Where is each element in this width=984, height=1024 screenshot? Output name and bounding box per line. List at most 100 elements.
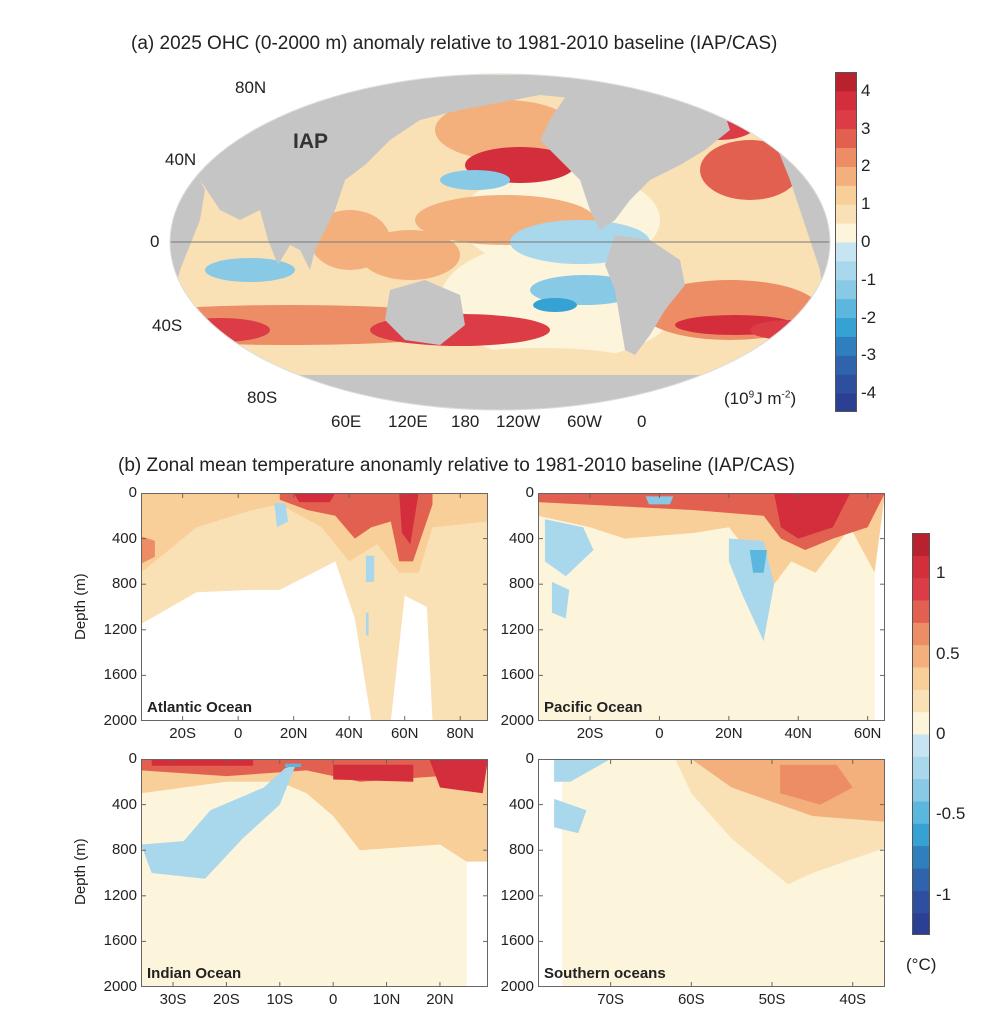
anomaly-contour (274, 503, 289, 528)
colorbar-segment (912, 756, 930, 780)
ohc-anomaly-region (533, 298, 577, 312)
colorbar-segment (912, 622, 930, 646)
colorbar-segment (835, 279, 857, 300)
anomaly-contour (551, 581, 570, 619)
colorbar-segment (912, 667, 930, 690)
x-tick-label: 10S (266, 991, 294, 1008)
ohc-map (169, 73, 831, 411)
ohc-anomaly-region (435, 100, 575, 160)
y-tick-label: 1600 (500, 932, 534, 950)
anomaly-contour (141, 536, 155, 564)
y-tick-label: 400 (508, 529, 534, 547)
plot-frame (538, 759, 885, 987)
temperature-colorbar-unit: (°C) (906, 955, 937, 974)
subplot-title: Southern oceans (544, 965, 666, 982)
y-tick-label: 800 (111, 575, 137, 593)
plot-frame (538, 493, 885, 721)
colorbar-segment (912, 711, 930, 735)
x-tick-label: 80N (446, 725, 474, 742)
y-tick-label: 2000 (103, 978, 137, 995)
x-tick-label: 60N (853, 725, 882, 742)
anomaly-contour (333, 764, 414, 782)
y-tick-label: 800 (111, 841, 137, 859)
colorbar-segment (835, 336, 857, 356)
lat-tick: 40S (152, 316, 183, 335)
colorbar-segment (835, 128, 857, 149)
colorbar-tick-label: -1 (936, 884, 952, 904)
lat-tick: 0 (150, 232, 160, 251)
colorbar-segment (835, 90, 857, 111)
x-tick-label: 0 (329, 991, 338, 1008)
plot-frame (141, 759, 488, 987)
depth-axis-label: Depth (m) (72, 838, 89, 905)
x-tick-label: 60S (677, 991, 705, 1008)
colorbar-tick-label: -3 (861, 345, 877, 365)
panel-a-title: (a) 2025 OHC (0-2000 m) anomaly relative… (131, 33, 778, 54)
x-tick-label: 20S (169, 725, 196, 742)
anomaly-contour (285, 763, 302, 767)
depth-axis-label: Depth (m) (72, 573, 89, 640)
ohc-anomaly-region (205, 258, 295, 282)
x-tick-label: 20N (426, 991, 454, 1008)
colorbar-tick-label: 3 (861, 118, 871, 138)
y-tick-label: 800 (508, 575, 534, 593)
colorbar-segment (835, 109, 857, 130)
anomaly-contour (774, 493, 851, 539)
colorbar-segment (912, 689, 930, 713)
subplot-southern (538, 759, 885, 987)
colorbar-segment (835, 298, 857, 319)
colorbar-segment (835, 260, 857, 281)
colorbar-segment (912, 577, 930, 601)
x-tick-label: 60N (390, 725, 419, 742)
colorbar-tick-label: -1 (861, 269, 877, 289)
anomaly-contour (279, 493, 433, 562)
anomaly-contour (780, 764, 853, 805)
panel-b-title: (b) Zonal mean temperature anonamly rela… (118, 455, 795, 476)
map-outline (169, 73, 831, 411)
colorbar-tick-label: 0.5 (936, 643, 960, 663)
y-tick-label: 0 (128, 484, 137, 501)
colorbar-segment (912, 644, 930, 668)
y-tick-label: 2000 (103, 712, 137, 729)
colorbar-segment (835, 355, 857, 375)
anomaly-contour (544, 519, 594, 577)
land-eurasia (170, 75, 720, 270)
colorbar-segment (835, 147, 857, 167)
anomaly-contour (749, 550, 767, 573)
colorbar-segment (912, 801, 930, 824)
x-tick-label: 20S (576, 725, 604, 742)
y-tick-label: 2000 (500, 712, 534, 729)
x-tick-label: 30S (159, 991, 187, 1008)
x-tick-label: 0 (233, 725, 243, 742)
colorbar-tick-label: 0 (936, 724, 946, 743)
subplot-title: Pacific Ocean (544, 699, 643, 716)
x-tick-label: 20S (213, 991, 240, 1008)
anomaly-contour (554, 798, 587, 834)
map-colorbar (835, 72, 857, 412)
lon-tick: 0 (637, 412, 647, 431)
colorbar-segment (912, 912, 930, 935)
map-colorbar-unit: (109J m-2) (724, 389, 797, 408)
y-tick-label: 1200 (500, 620, 534, 638)
colorbar-segment (835, 166, 857, 186)
anomaly-contour (399, 493, 419, 545)
y-tick-label: 1600 (103, 666, 137, 684)
y-tick-label: 800 (508, 841, 534, 859)
subplot-pacific (538, 493, 885, 721)
x-tick-label: 50S (758, 991, 786, 1008)
colorbar-tick-label: -2 (861, 307, 877, 327)
lon-tick: 120W (496, 412, 541, 431)
anomaly-contour (141, 764, 296, 879)
y-tick-label: 0 (525, 484, 534, 501)
y-tick-label: 1200 (500, 886, 534, 904)
y-tick-label: 400 (111, 529, 137, 547)
x-tick-label: 70S (597, 991, 624, 1008)
ohc-anomaly-region (440, 170, 510, 190)
anomaly-contour (365, 555, 375, 582)
colorbar-tick-label: -4 (861, 383, 877, 403)
x-tick-label: 40N (335, 725, 363, 742)
colorbar-segment (835, 223, 857, 243)
x-tick-label: 0 (655, 725, 664, 742)
x-tick-label: 20N (279, 725, 308, 742)
anomaly-contour (151, 759, 254, 766)
